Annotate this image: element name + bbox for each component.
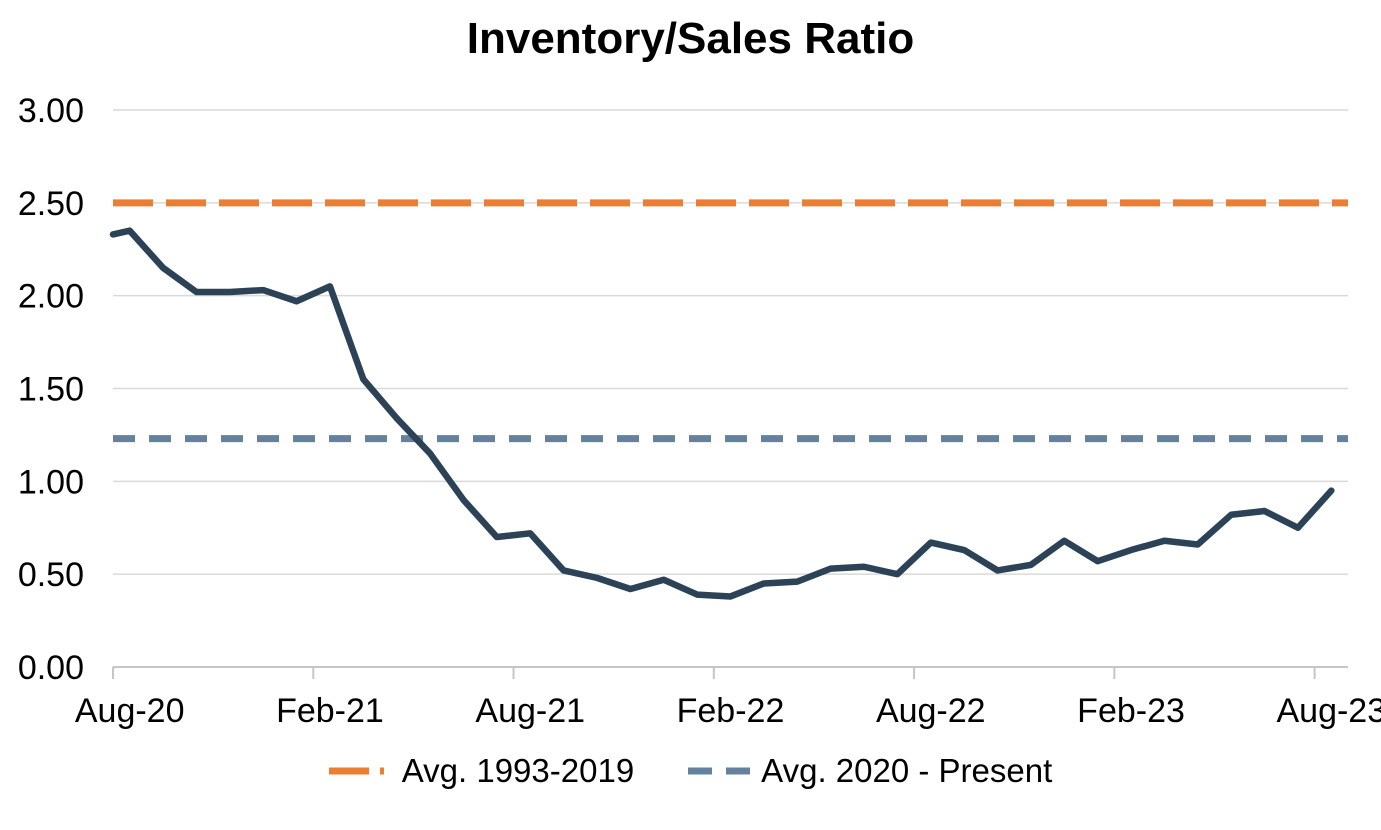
x-axis <box>112 666 1348 679</box>
svg-text:Feb-21: Feb-21 <box>276 692 384 730</box>
series-polyline <box>109 227 1335 600</box>
svg-text:2.50: 2.50 <box>18 185 84 223</box>
svg-text:Feb-23: Feb-23 <box>1077 692 1185 730</box>
legend: Avg. 1993-2019 Avg. 2020 - Present <box>0 752 1381 790</box>
svg-text:Aug-22: Aug-22 <box>876 692 986 730</box>
average-reference-lines <box>113 199 1348 443</box>
svg-text:0.00: 0.00 <box>18 649 84 687</box>
svg-text:0.50: 0.50 <box>18 556 84 594</box>
x-axis-labels: Aug-20 Feb-21 Aug-21 Feb-22 Aug-22 Feb-23 Aug-… <box>75 692 1381 730</box>
svg-text:Aug-23: Aug-23 <box>1276 692 1381 730</box>
y-axis-labels: 0.00 0.50 1.00 1.50 2.00 2.50 3.00 <box>18 92 84 687</box>
svg-text:2.00: 2.00 <box>18 278 84 316</box>
orange-long-dash-icon <box>328 767 393 775</box>
legend-item-avg-2020-present: Avg. 2020 - Present <box>688 752 1052 790</box>
inventory-sales-series-line <box>109 227 1335 600</box>
svg-text:1.50: 1.50 <box>18 371 84 409</box>
svg-text:1.00: 1.00 <box>18 463 84 501</box>
svg-text:Feb-22: Feb-22 <box>677 692 785 730</box>
legend-item-avg-1993-2019: Avg. 1993-2019 <box>328 752 635 790</box>
chart-title: Inventory/Sales Ratio <box>466 14 915 63</box>
legend-label-avg-1993-2019: Avg. 1993-2019 <box>401 752 635 789</box>
blue-short-dash-icon <box>688 767 753 775</box>
svg-text:Aug-20: Aug-20 <box>75 692 185 730</box>
gridlines <box>113 109 1348 668</box>
legend-label-avg-2020-present: Avg. 2020 - Present <box>761 752 1053 789</box>
svg-text:3.00: 3.00 <box>18 92 84 130</box>
svg-text:Aug-21: Aug-21 <box>475 692 585 730</box>
